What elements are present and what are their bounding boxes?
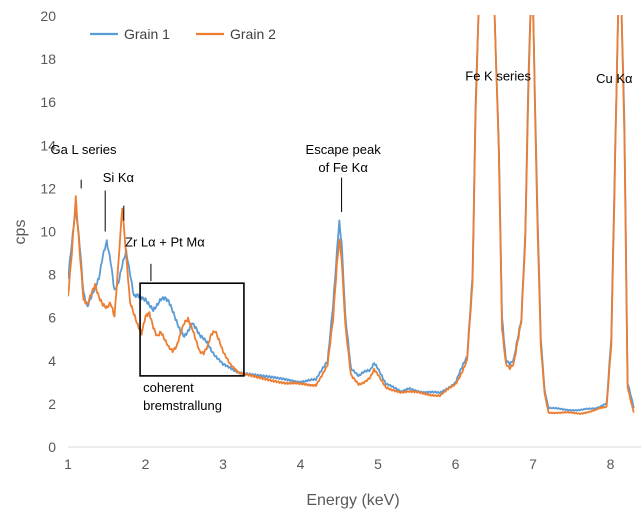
series-layer xyxy=(68,15,635,416)
y-tick-label: 20 xyxy=(40,8,56,24)
annotations: Ga L series Si Kα Zr Lα + Pt Mα Escape peak… xyxy=(51,69,634,413)
y-tick-label: 16 xyxy=(40,94,56,110)
annotation-label: Si Kα xyxy=(103,170,135,185)
x-tick-label: 7 xyxy=(529,456,537,472)
series-line-1 xyxy=(68,15,635,412)
legend-label-1: Grain 1 xyxy=(124,26,170,42)
y-tick-label: 6 xyxy=(48,310,56,326)
coherent-bremsstrahlung-box xyxy=(139,282,245,377)
y-axis-title: cps xyxy=(12,220,29,245)
annotation-label: coherent bremstrallung xyxy=(143,380,222,413)
y-tick-label: 0 xyxy=(48,439,56,455)
legend: Grain 1 Grain 2 xyxy=(90,26,276,42)
y-tick-label: 8 xyxy=(48,267,56,283)
annotation-label: Fe K series xyxy=(465,69,531,84)
y-tick-label: 10 xyxy=(40,224,56,240)
y-tick-labels: 0 2 4 6 8 10 12 14 16 18 20 xyxy=(40,8,56,455)
x-tick-label: 3 xyxy=(219,456,227,472)
x-tick-label: 8 xyxy=(607,456,615,472)
x-tick-label: 1 xyxy=(64,456,72,472)
annotation-marker-lines xyxy=(80,177,343,282)
x-tick-label: 2 xyxy=(142,456,150,472)
y-tick-label: 4 xyxy=(48,353,56,369)
y-tick-label: 2 xyxy=(48,396,56,412)
y-tick-label: 18 xyxy=(40,51,56,67)
annotation-label: Cu Kα xyxy=(596,71,633,86)
x-tick-label: 5 xyxy=(374,456,382,472)
x-tick-labels: 1 2 3 4 5 6 7 8 xyxy=(64,456,615,472)
y-tick-label: 14 xyxy=(40,137,56,153)
x-tick-label: 6 xyxy=(452,456,460,472)
y-tick-label: 12 xyxy=(40,180,56,196)
annotation-label: Ga L series xyxy=(51,142,117,157)
annotation-label: Escape peak of Fe Kα xyxy=(306,142,382,175)
legend-label-2: Grain 2 xyxy=(230,26,276,42)
x-tick-label: 4 xyxy=(297,456,305,472)
x-axis-title: Energy (keV) xyxy=(306,492,399,509)
annotation-label: Zr Lα + Pt Mα xyxy=(125,235,205,250)
y-axis-title-group: cps xyxy=(12,220,29,245)
series-line-2 xyxy=(68,15,635,416)
